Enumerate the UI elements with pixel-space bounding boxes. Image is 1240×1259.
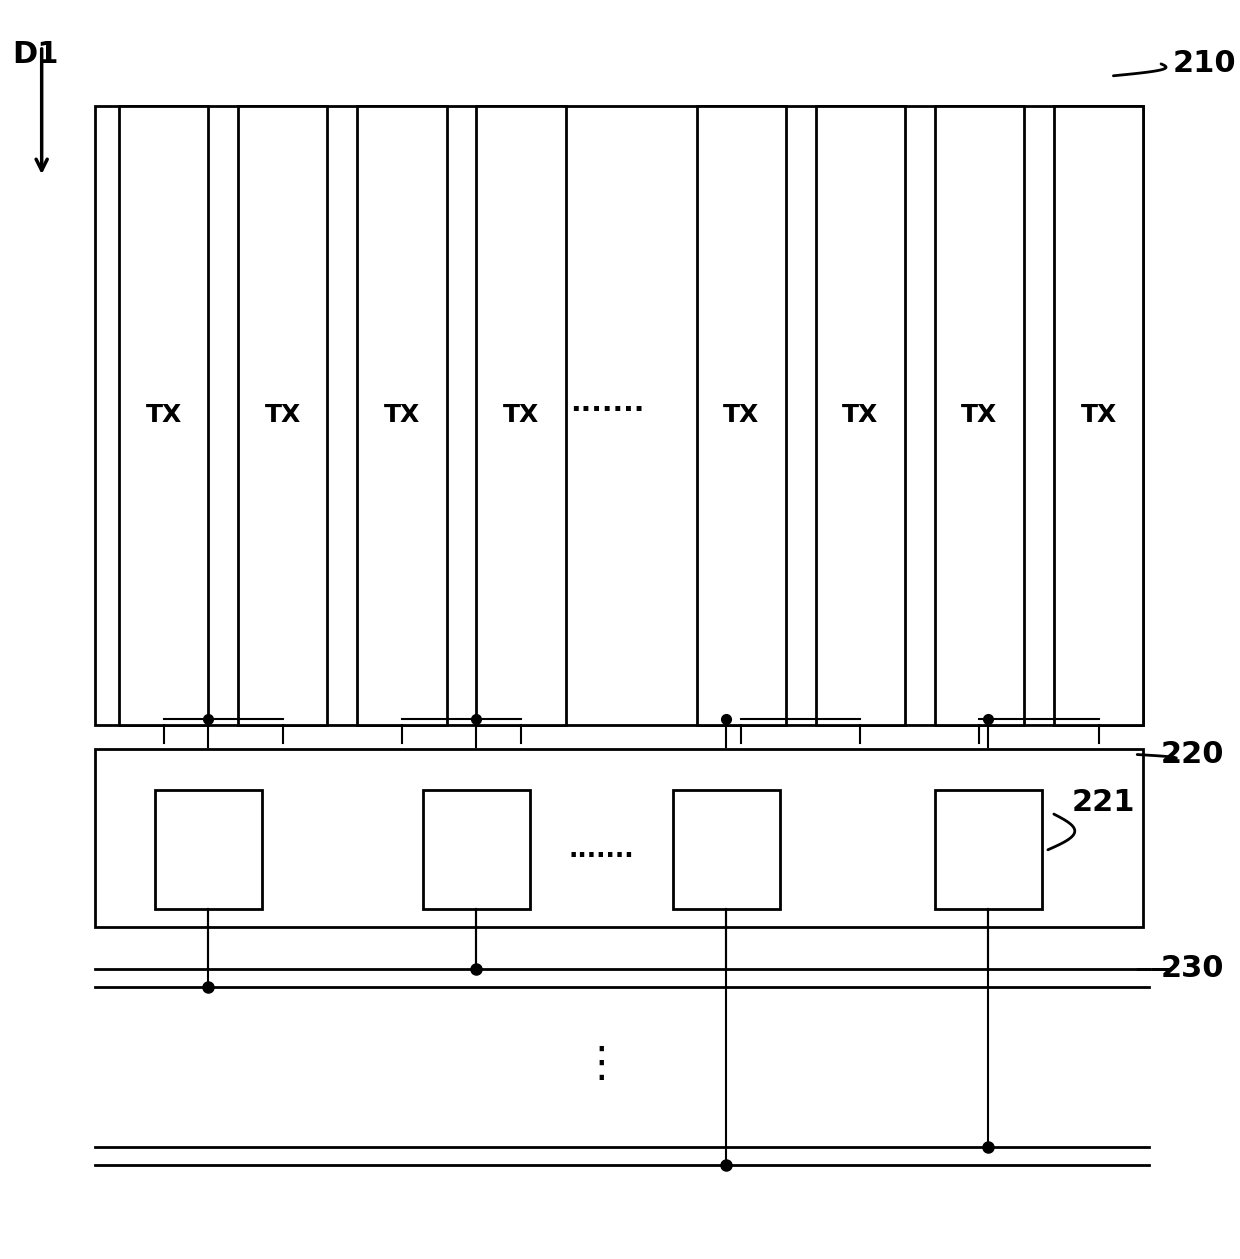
Text: ⋮: ⋮ xyxy=(580,1044,622,1085)
Text: TX: TX xyxy=(503,403,539,427)
Bar xyxy=(935,106,1024,725)
Bar xyxy=(119,106,208,725)
Bar xyxy=(697,106,786,725)
Text: 230: 230 xyxy=(1161,954,1225,983)
Bar xyxy=(476,106,565,725)
Bar xyxy=(1054,106,1143,725)
Bar xyxy=(816,106,905,725)
Text: D1: D1 xyxy=(12,40,58,69)
Text: TX: TX xyxy=(723,403,759,427)
Text: 210: 210 xyxy=(1173,49,1236,78)
Bar xyxy=(238,106,327,725)
Bar xyxy=(155,791,262,909)
Text: TX: TX xyxy=(961,403,997,427)
Bar xyxy=(95,106,1143,725)
Text: .......: ....... xyxy=(568,837,634,862)
Text: TX: TX xyxy=(145,403,182,427)
Bar xyxy=(357,106,446,725)
Text: TX: TX xyxy=(1080,403,1117,427)
Text: .......: ....... xyxy=(570,389,645,417)
Bar xyxy=(935,791,1042,909)
Bar xyxy=(423,791,529,909)
Bar xyxy=(95,749,1143,927)
Text: 221: 221 xyxy=(1071,788,1135,817)
Text: TX: TX xyxy=(264,403,301,427)
Text: 220: 220 xyxy=(1161,740,1225,769)
Text: TX: TX xyxy=(842,403,878,427)
Text: TX: TX xyxy=(383,403,420,427)
Bar xyxy=(673,791,780,909)
